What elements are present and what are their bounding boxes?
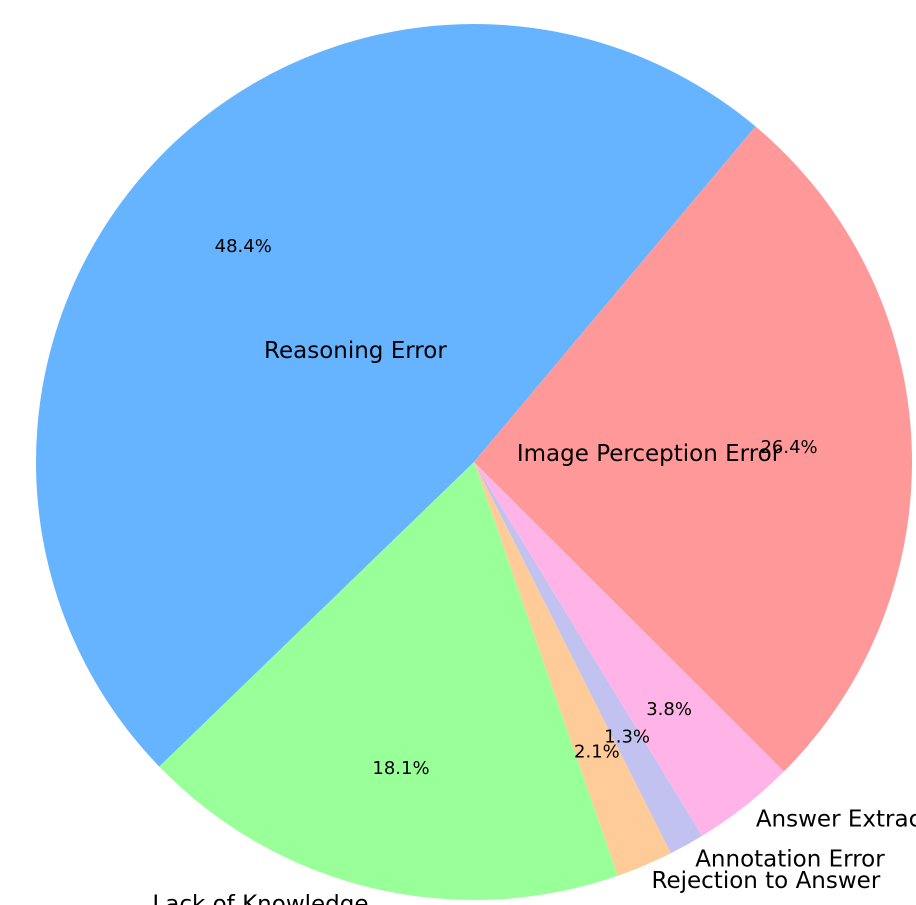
- label-reasoning-error: Reasoning Error: [264, 338, 447, 364]
- pct-image-perception-error: 26.4%: [760, 437, 817, 458]
- slice-answer-extraction-error: [474, 462, 785, 836]
- slice-annotation-error: [474, 462, 703, 854]
- pct-annotation-error: 1.3%: [604, 727, 650, 748]
- slice-reasoning-error: [36, 24, 756, 767]
- label-lack-of-knowledge: Lack of Knowledge: [152, 892, 368, 905]
- label-answer-extraction-error: Answer Extraction Error: [756, 806, 916, 832]
- pie-slices: [36, 24, 912, 900]
- pct-reasoning-error: 48.4%: [215, 236, 272, 257]
- label-rejection-to-answer: Rejection to Answer: [652, 868, 881, 894]
- pct-rejection-to-answer: 2.1%: [574, 741, 620, 762]
- pct-answer-extraction-error: 3.8%: [646, 699, 692, 720]
- slice-lack-of-knowledge: [159, 462, 618, 900]
- slice-rejection-to-answer: [474, 462, 671, 876]
- slice-image-perception-error: [474, 126, 912, 772]
- label-image-perception-error: Image Perception Error: [517, 441, 782, 467]
- pct-lack-of-knowledge: 18.1%: [372, 758, 429, 779]
- label-annotation-error: Annotation Error: [695, 847, 885, 873]
- pie-labels: Reasoning Error 48.4% Lack of Knowledge 18.…: [152, 236, 916, 905]
